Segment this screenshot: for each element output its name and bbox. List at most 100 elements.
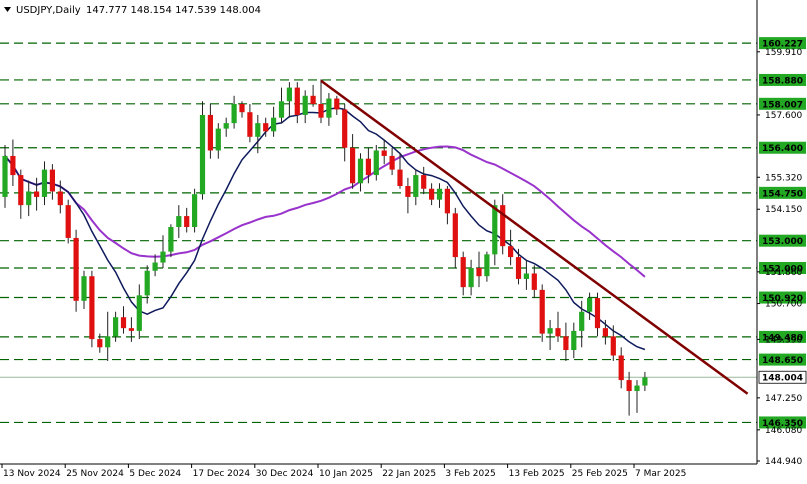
candle-body-4 [34, 191, 40, 197]
candle-body-64 [508, 246, 514, 258]
candle-body-28 [223, 123, 229, 129]
candle-body-62 [492, 205, 498, 255]
candle-body-41 [326, 98, 332, 118]
candle-body-49 [389, 155, 395, 170]
candle-body-13 [105, 336, 111, 348]
candle-body-50 [397, 169, 403, 187]
y-tick-label-6: 149.390 [765, 335, 802, 345]
candle-body-7 [57, 191, 63, 206]
candle-body-14 [113, 317, 119, 337]
candle-body-47 [373, 150, 379, 176]
candle-body-37 [294, 87, 300, 115]
candle-body-70 [555, 328, 561, 337]
candle-body-36 [286, 87, 292, 102]
level-label-bg-0 [759, 37, 806, 50]
x-tick-label-3: 17 Dec 2024 [193, 469, 251, 479]
candle-body-66 [523, 273, 529, 279]
level-label-bg-9 [759, 353, 806, 366]
candle-body-9 [73, 237, 79, 301]
level-label-bg-8 [759, 330, 806, 343]
x-tick-label-2: 5 Dec 2024 [129, 469, 181, 479]
candle-body-61 [484, 254, 490, 277]
y-tick-label-3: 154.150 [765, 205, 802, 215]
candle-body-8 [65, 205, 71, 238]
candle-body-77 [610, 336, 616, 356]
candle-body-2 [18, 175, 24, 206]
candle-body-80 [634, 385, 640, 392]
candle-body-56 [444, 188, 450, 214]
levels-layer: 160.227 158.880 158.007 156.400 154.750 153.0… [0, 37, 806, 429]
candle-body-15 [120, 317, 127, 329]
candle-body-72 [571, 330, 577, 351]
candle-body-5 [41, 169, 48, 197]
candles-layer [2, 79, 648, 416]
candle-body-21 [168, 227, 174, 252]
candle-body-42 [334, 98, 340, 110]
candle-body-25 [199, 114, 206, 195]
candle-body-78 [618, 355, 624, 381]
level-label-1: 158.880 [762, 76, 803, 86]
x-tick-label-9: 25 Feb 2025 [572, 469, 628, 479]
candle-body-54 [429, 188, 435, 200]
x-tick-label-6: 22 Jan 2025 [382, 469, 436, 479]
level-label-4: 154.750 [762, 189, 803, 199]
candle-body-43 [342, 109, 348, 148]
candle-body-45 [357, 158, 364, 184]
slow-moving-average-line [4, 145, 646, 278]
candle-body-23 [184, 216, 190, 228]
level-label-9: 148.650 [762, 356, 803, 366]
candle-body-11 [89, 276, 95, 340]
fast-moving-average-line [4, 107, 646, 351]
x-tick-label-10: 7 Mar 2025 [635, 469, 686, 479]
ohlc-readout: 147.777 148.154 147.539 148.004 [86, 5, 261, 16]
candle-body-58 [460, 257, 466, 288]
current-price-label-bg [758, 370, 807, 384]
candle-body-26 [207, 114, 213, 151]
candle-body-6 [49, 169, 55, 192]
y-tick-label-1: 157.600 [765, 111, 802, 121]
candle-body-19 [152, 262, 158, 271]
candle-body-40 [318, 104, 324, 118]
x-tick-label-5: 10 Jan 2025 [319, 469, 373, 479]
candle-body-10 [81, 276, 87, 301]
candle-body-75 [594, 298, 601, 329]
candle-body-17 [136, 295, 142, 331]
level-label-bg-4 [759, 186, 806, 199]
triangle-down-icon[interactable] [4, 7, 11, 12]
y-tick-label-9: 144.940 [765, 457, 802, 467]
candle-body-60 [476, 268, 482, 277]
y-tick-label-7: 147.250 [765, 394, 802, 404]
candle-body-33 [263, 123, 269, 132]
candle-body-31 [247, 112, 253, 137]
candle-body-69 [547, 328, 553, 334]
y-tick-label-4: 151.860 [765, 268, 802, 278]
current-price-label: 148.004 [762, 374, 803, 384]
candle-body-22 [176, 216, 182, 228]
candle-body-12 [97, 339, 103, 348]
level-label-3: 156.400 [762, 144, 803, 154]
level-label-2: 158.007 [762, 100, 803, 110]
level-label-bg-2 [759, 97, 806, 110]
candle-body-29 [231, 104, 237, 124]
candle-body-57 [452, 213, 458, 258]
level-label-bg-5 [759, 234, 806, 247]
candle-body-52 [413, 175, 419, 197]
candle-body-32 [255, 123, 261, 137]
candle-body-24 [192, 194, 198, 228]
level-label-5: 153.000 [762, 237, 803, 247]
candle-body-71 [563, 336, 569, 351]
x-tick-label-1: 25 Nov 2024 [66, 469, 124, 479]
candle-body-27 [215, 128, 221, 151]
candle-body-63 [500, 205, 506, 247]
candle-body-76 [602, 328, 608, 337]
candle-body-48 [381, 150, 387, 156]
candle-body-16 [128, 328, 134, 331]
level-label-bg-3 [759, 141, 806, 154]
level-label-bg-10 [759, 416, 806, 429]
candle-body-38 [302, 95, 308, 115]
candle-body-73 [579, 311, 585, 331]
candle-body-67 [531, 273, 537, 290]
x-tick-label-4: 30 Dec 2024 [256, 469, 314, 479]
